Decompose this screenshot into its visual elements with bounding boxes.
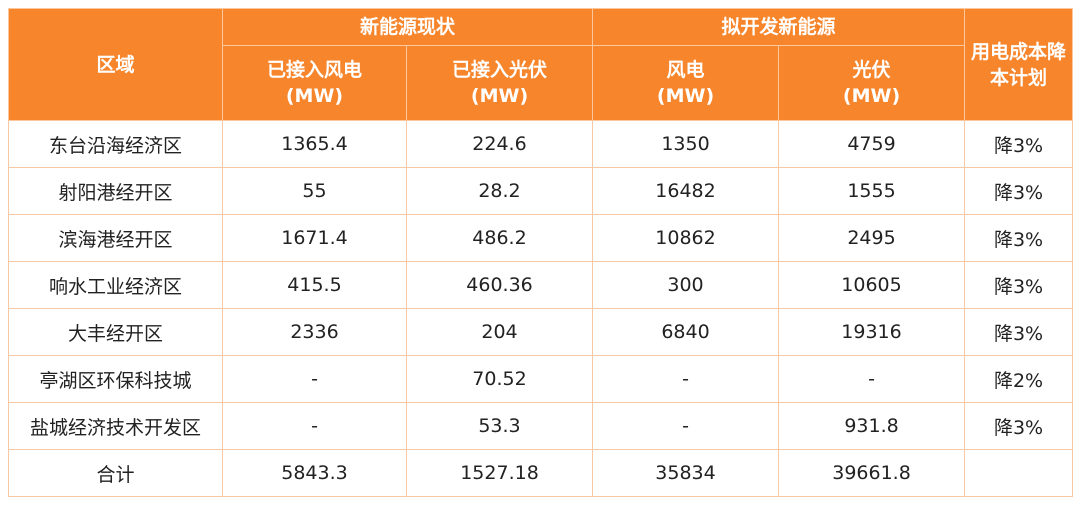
column-name: 已接入风电 — [266, 59, 362, 81]
column-unit: (MW) — [285, 85, 344, 107]
header-cell: 用电成本降本计划 — [964, 8, 1074, 121]
table-cell: - — [778, 355, 966, 403]
column-header: 光伏 (MW) — [778, 45, 966, 121]
table-cell: 2336 — [222, 308, 407, 356]
column-unit: (MW) — [842, 85, 901, 107]
table-cell: 6840 — [592, 308, 780, 356]
table-row: 盐城经济技术开发区 -53.3-931.8 降3% — [8, 402, 1074, 450]
table-cell: 1365.4 — [222, 120, 407, 168]
table-cell: 降3% — [964, 308, 1074, 356]
table-cell: 大丰经开区 — [8, 308, 223, 356]
table-cell: 降3% — [964, 120, 1074, 168]
table-cell: 2495 — [778, 214, 966, 262]
table-row: 响水工业经济区 415.5 460.36 300 10605 降3% — [8, 261, 1074, 309]
table-cell: 460.36 — [405, 261, 594, 309]
table-cell: 70.52 — [405, 355, 594, 403]
table-cell: 486.2 — [405, 214, 594, 262]
table-row: 亭湖区环保科技城 -70.52- - 降2% — [8, 355, 1074, 403]
table-cell: 降3% — [964, 214, 1074, 262]
energy-table: 区域 新能源现状 拟开发新能源 用电成本降本计划 已接入风电 (MW) 已接入光伏 (… — [8, 8, 1074, 497]
table-cell: 300 — [592, 261, 780, 309]
table-row: 滨海港经开区 1671.4 486.2 10862 2495 降3% — [8, 214, 1074, 262]
column-header: 风电 (MW) — [592, 45, 780, 121]
column-unit: (MW) — [470, 85, 529, 107]
table-cell: 1350 — [592, 120, 780, 168]
table-cell: 931.8 — [778, 402, 966, 450]
table-cell: 55 — [222, 167, 407, 215]
table-cell: 降3% — [964, 402, 1074, 450]
table-cell: 降3% — [964, 167, 1074, 215]
table-row: 东台沿海经济区 1365.4 224.6 1350 4759 降3% — [8, 120, 1074, 168]
table-cell: - — [222, 402, 407, 450]
table-cell: 东台沿海经济区 — [8, 120, 223, 168]
table-cell: 10862 — [592, 214, 780, 262]
table-row: 合计 5843.3 1527.18 35834 39661.8 — [8, 449, 1074, 497]
table-cell: 53.3 — [405, 402, 594, 450]
table-cell: 19316 — [778, 308, 966, 356]
table-cell — [964, 449, 1074, 497]
table-cell: - — [592, 355, 780, 403]
column-unit: (MW) — [656, 85, 715, 107]
table-cell: - — [592, 402, 780, 450]
group-header: 拟开发新能源 — [592, 8, 966, 46]
table-cell: 5843.3 — [222, 449, 407, 497]
table-cell: 28.2 — [405, 167, 594, 215]
column-name: 风电 — [666, 59, 705, 81]
table-cell: 合计 — [8, 449, 223, 497]
table-cell: 1671.4 — [222, 214, 407, 262]
table-cell: 响水工业经济区 — [8, 261, 223, 309]
header-cell: 区域 — [8, 8, 223, 121]
table-cell: 415.5 — [222, 261, 407, 309]
table-cell: 39661.8 — [778, 449, 966, 497]
column-header: 已接入光伏 (MW) — [405, 45, 594, 121]
table-cell: 降3% — [964, 261, 1074, 309]
table-cell: 降2% — [964, 355, 1074, 403]
table-cell: 1527.18 — [405, 449, 594, 497]
table-cell: 1555 — [778, 167, 966, 215]
column-name: 已接入光伏 — [452, 59, 548, 81]
column-name: 光伏 — [852, 59, 891, 81]
table-cell: - — [222, 355, 407, 403]
table-cell: 射阳港经开区 — [8, 167, 223, 215]
table-cell: 4759 — [778, 120, 966, 168]
table-row: 大丰经开区 2336 204 6840 19316 降3% — [8, 308, 1074, 356]
table-cell: 滨海港经开区 — [8, 214, 223, 262]
table-row: 射阳港经开区 55 28.2 16482 1555 降3% — [8, 167, 1074, 215]
group-header: 新能源现状 — [221, 8, 594, 46]
table-cell: 盐城经济技术开发区 — [8, 402, 223, 450]
table-cell: 16482 — [592, 167, 780, 215]
table-cell: 亭湖区环保科技城 — [8, 355, 223, 403]
table-cell: 35834 — [592, 449, 780, 497]
table-cell: 224.6 — [405, 120, 594, 168]
table-cell: 204 — [405, 308, 594, 356]
table-cell: 10605 — [778, 261, 966, 309]
column-header: 已接入风电 (MW) — [222, 45, 407, 121]
